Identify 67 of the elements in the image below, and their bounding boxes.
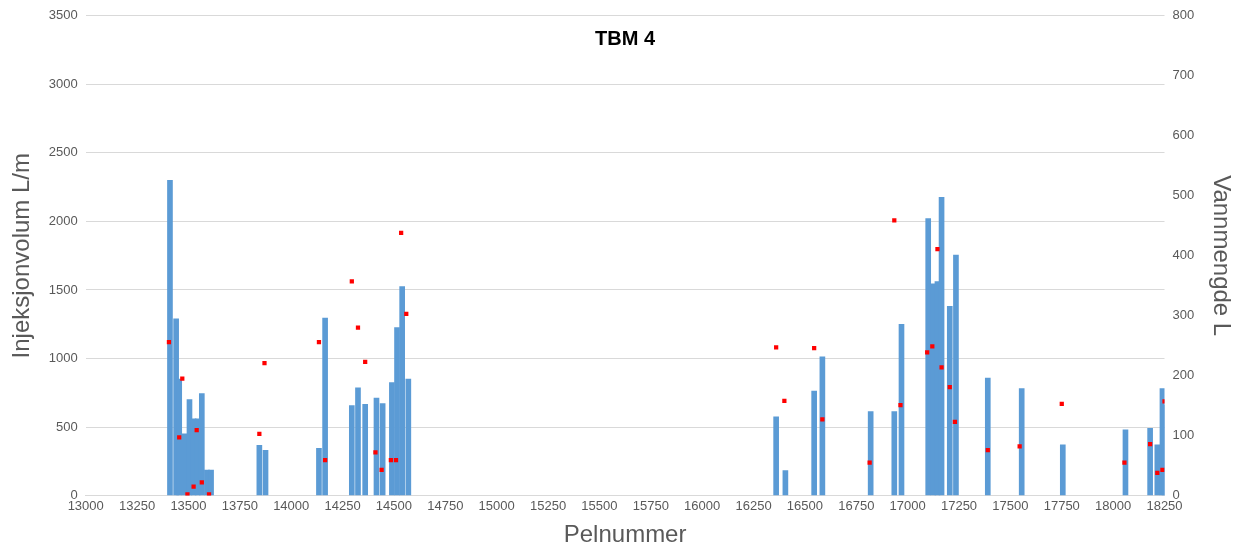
point — [379, 467, 384, 472]
y-tick-label: 500 — [56, 418, 78, 434]
point — [1162, 399, 1165, 404]
x-tick-label: 16750 — [838, 497, 875, 513]
point — [349, 279, 354, 284]
text: TBM 4 — [595, 27, 656, 50]
y2-tick-label: 200 — [1172, 367, 1195, 383]
point — [373, 450, 378, 455]
y-tick-label: 1500 — [48, 281, 78, 297]
bar — [925, 218, 932, 496]
x-tick-label: 14750 — [427, 497, 464, 513]
point — [898, 402, 903, 408]
x-tick-label: 15500 — [581, 497, 618, 513]
x-tick-label: 16000 — [684, 497, 721, 513]
point — [820, 417, 825, 422]
y-axis-title: Injeksjonvolum L/m — [7, 152, 35, 359]
x-tick-label: 13500 — [170, 497, 207, 513]
y2-tick-label: 300 — [1172, 307, 1195, 323]
point — [939, 365, 944, 370]
x-tick-label: 15750 — [632, 497, 669, 513]
point — [177, 435, 182, 440]
point — [935, 246, 940, 252]
y-tick-label: 3000 — [48, 75, 78, 91]
y-tick-label: 3500 — [48, 7, 78, 23]
y2-tick-label: 800 — [1172, 7, 1195, 23]
y2-tick-label: 700 — [1172, 67, 1195, 83]
y2-tick-label: 400 — [1172, 247, 1195, 263]
x-tick-label: 17500 — [992, 497, 1029, 513]
point — [774, 345, 779, 350]
y-tick-label: 2500 — [48, 144, 78, 160]
point — [199, 480, 204, 485]
y2-axis-title: Vannmengde L — [1208, 175, 1236, 337]
point — [191, 484, 196, 489]
x-tick-label: 17750 — [1043, 497, 1080, 513]
bar — [773, 416, 779, 496]
point — [1122, 460, 1127, 465]
x-tick-label: 17250 — [940, 497, 978, 513]
x-tick-label: 14500 — [375, 497, 413, 513]
bar — [1018, 388, 1025, 496]
bar — [1059, 444, 1066, 496]
x-tick-label: 14000 — [273, 497, 310, 513]
bar — [891, 411, 898, 496]
x-tick-label: 15250 — [529, 497, 567, 513]
y-tick-label: 1000 — [48, 350, 78, 366]
bar — [811, 390, 817, 496]
x-tick-label: 15000 — [478, 497, 515, 513]
y-tick-label: 2000 — [48, 213, 78, 229]
x-tick-label: 14250 — [324, 497, 361, 513]
bar — [984, 377, 991, 496]
y2-tick-label: 100 — [1172, 427, 1195, 443]
x-tick-label: 13250 — [119, 497, 156, 513]
x-axis-title: Pelnummer — [563, 520, 687, 548]
bar — [208, 469, 214, 496]
point — [1017, 444, 1022, 449]
point — [867, 460, 872, 465]
x-tick-label: 18000 — [1095, 497, 1132, 513]
bar — [198, 393, 205, 496]
point — [185, 492, 190, 496]
y2-tick-label: 500 — [1172, 187, 1195, 203]
y2-tick-label: 600 — [1172, 127, 1195, 143]
bar — [938, 197, 945, 496]
x-tick-label: 13750 — [221, 497, 258, 513]
bar — [898, 323, 905, 496]
point — [262, 360, 267, 366]
x-tick-label: 17000 — [889, 497, 926, 513]
x-tick-label: 16250 — [735, 497, 772, 513]
x-tick-label: 16500 — [786, 497, 823, 513]
